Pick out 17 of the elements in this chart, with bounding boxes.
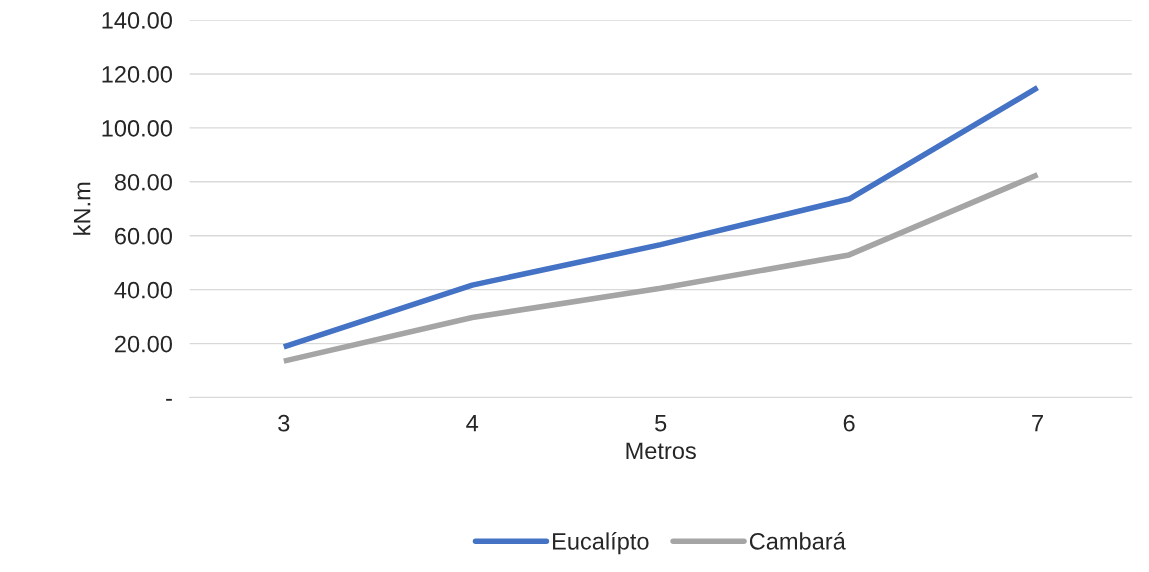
x-tick-label: 6 (843, 414, 855, 432)
y-tick-label: 100.00 (102, 119, 172, 137)
y-tick-label: 80.00 (114, 173, 172, 191)
x-tick-label: 7 (1032, 415, 1043, 432)
y-tick-label: 140.00 (102, 12, 172, 29)
x-tick-label: 3 (278, 414, 290, 432)
x-tick-label: 5 (655, 415, 667, 432)
y-tick-label: - (166, 398, 172, 401)
x-tick-label: 4 (466, 415, 479, 432)
y-axis-title: kN.m (73, 182, 91, 235)
legend-label: Cambará (749, 532, 846, 550)
y-tick-label: 60.00 (115, 227, 172, 245)
x-axis-title: Metros (626, 442, 696, 460)
y-tick-label: 20.00 (115, 335, 172, 353)
legend-label: Eucalípto (553, 532, 649, 555)
y-tick-label: 40.00 (114, 281, 172, 299)
y-tick-label: 120.00 (102, 66, 172, 83)
